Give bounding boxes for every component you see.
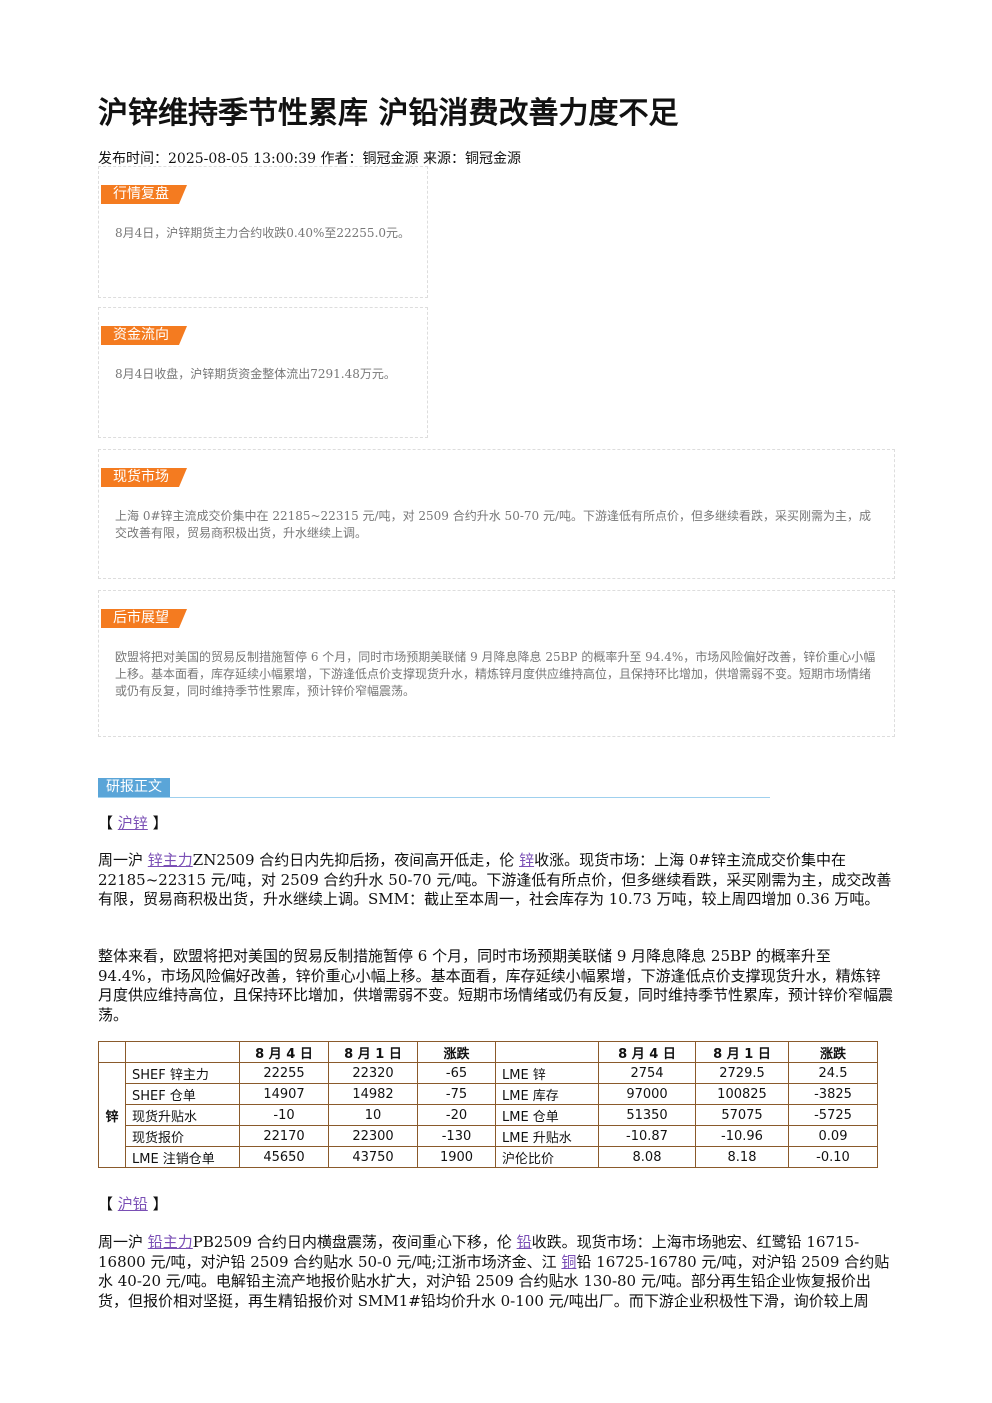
heading: 【 沪铅 】 (98, 1195, 895, 1215)
text: 收涨。现货市场：上海 0#锌主流成交价集中在 22185~22315 元/吨，对… (98, 851, 892, 908)
table-cell: 57075 (695, 1104, 789, 1126)
column-header: 涨跌 (788, 1041, 878, 1063)
text: 整体来看，欧盟将把对美国的贸易反制措施暂停 6 个月，同时市场预期美联储 9 月… (98, 947, 894, 1024)
info-box: 后市展望欧盟将把对美国的贸易反制措施暂停 6 个月，同时市场预期美联储 9 月降… (98, 590, 895, 737)
blank-header (125, 1041, 240, 1063)
table-cell: -20 (417, 1104, 496, 1126)
table-cell: 2754 (598, 1062, 696, 1084)
table-cell: 沪伦比价 (495, 1146, 599, 1168)
link[interactable]: 铜 (561, 1252, 577, 1271)
table-cell: -10.87 (598, 1125, 696, 1147)
column-header: 8 月 4 日 (598, 1041, 696, 1063)
table-cell: 43750 (328, 1146, 418, 1168)
table-cell: 10 (328, 1104, 418, 1126)
table-cell: LME 仓单 (495, 1104, 599, 1126)
text: 周一沪 (98, 851, 148, 869)
info-box: 现货市场上海 0#锌主流成交价集中在 22185~22315 元/吨，对 250… (98, 449, 895, 579)
table-cell: 97000 (598, 1083, 696, 1105)
table-cell: 22255 (239, 1062, 329, 1084)
text: 周一沪 (98, 1233, 148, 1251)
table-cell: LME 库存 (495, 1083, 599, 1105)
table-cell: LME 锌 (495, 1062, 599, 1084)
table-cell: 51350 (598, 1104, 696, 1126)
table-cell: SHEF 锌主力 (125, 1062, 240, 1084)
text: 】 (147, 814, 168, 832)
box-label: 行情复盘 (101, 185, 187, 204)
paragraph: 整体来看，欧盟将把对美国的贸易反制措施暂停 6 个月，同时市场预期美联储 9 月… (98, 947, 895, 1025)
table-cell: 22300 (328, 1125, 418, 1147)
text: 】 (147, 1195, 168, 1213)
column-header: 8 月 1 日 (695, 1041, 789, 1063)
row-group-label: 锌 (98, 1062, 126, 1168)
box-text: 8月4日收盘，沪锌期货资金整体流出7291.48万元。 (115, 367, 396, 381)
table-cell: 2729.5 (695, 1062, 789, 1084)
table-row: 现货升贴水 -10 10 -20 LME 仓单 51350 57075 -5725 (99, 1104, 878, 1126)
section-label: 研报正文 (98, 778, 170, 797)
table-cell: 22320 (328, 1062, 418, 1084)
text: PB2509 合约日内横盘震荡，夜间重心下移，伦 (192, 1233, 517, 1251)
table-cell: 45650 (239, 1146, 329, 1168)
table-row: LME 注销仓单 45650 43750 1900 沪伦比价 8.08 8.18 -0.10 (99, 1146, 878, 1168)
table-cell: LME 注销仓单 (125, 1146, 240, 1168)
table-row: 现货报价 22170 22300 -130 LME 升贴水 -10.87 -10.96 0.0… (99, 1125, 878, 1147)
box-text: 上海 0#锌主流成交价集中在 22185~22315 元/吨，对 2509 合约… (115, 509, 872, 540)
table-cell: 8.08 (598, 1146, 696, 1168)
table-row: SHEF 仓单 14907 14982 -75 LME 库存 97000 100825 -38… (99, 1083, 878, 1105)
table-cell: -65 (417, 1062, 496, 1084)
text: 铅 16725-16780 元/吨，对沪铅 2509 合约贴水 40-20 元/… (98, 1252, 890, 1310)
table-cell: -3825 (788, 1083, 878, 1105)
link[interactable]: 锌 (519, 851, 535, 869)
table-cell: -10.96 (695, 1125, 789, 1147)
corner-cell (98, 1041, 126, 1063)
info-box: 行情复盘 8月4日，沪锌期货主力合约收跌0.40%至22255.0元。 (98, 166, 428, 298)
link[interactable]: 锌主力 (147, 851, 193, 869)
table-cell: 100825 (695, 1083, 789, 1105)
table-cell: 22170 (239, 1125, 329, 1147)
link[interactable]: 沪铅 (117, 1195, 148, 1213)
table-cell: -0.10 (788, 1146, 878, 1168)
table-cell: -75 (417, 1083, 496, 1105)
meta: 发布时间：2025-08-05 13:00:39 作者：铜冠金源 来源：铜冠金源 (98, 151, 521, 167)
section-rule (98, 797, 770, 798)
heading: 【 沪锌 】 (98, 814, 895, 834)
table-cell: LME 升贴水 (495, 1125, 599, 1147)
column-header: 涨跌 (417, 1041, 496, 1063)
paragraph: 周一沪 锌主力ZN2509 合约日内先抑后扬，夜间高开低走，伦 锌收涨。现货市场… (98, 851, 895, 910)
text: 【 (98, 814, 118, 832)
link[interactable]: 沪锌 (117, 814, 148, 832)
table-cell: 14982 (328, 1083, 418, 1105)
table-cell: 8.18 (695, 1146, 789, 1168)
title: 沪锌维持季节性累库 沪铅消费改善力度不足 (98, 96, 679, 131)
info-box: 资金流向 8月4日收盘，沪锌期货资金整体流出7291.48万元。 (98, 307, 428, 438)
box-text: 欧盟将把对美国的贸易反制措施暂停 6 个月，同时市场预期美联储 9 月降息降息 … (115, 650, 876, 698)
box-label: 资金流向 (101, 326, 187, 345)
link[interactable]: 铅 (516, 1233, 532, 1251)
blank-header (495, 1041, 599, 1063)
table-cell: -5725 (788, 1104, 878, 1126)
column-header: 8 月 4 日 (239, 1041, 329, 1063)
table-cell: 1900 (417, 1146, 496, 1168)
table-cell: 0.09 (788, 1125, 878, 1147)
table-cell: -10 (239, 1104, 329, 1126)
table-cell: 24.5 (788, 1062, 878, 1084)
paragraph: 周一沪 铅主力PB2509 合约日内横盘震荡，夜间重心下移，伦 铅收跌。现货市场… (98, 1233, 895, 1311)
text: 【 (98, 1195, 118, 1213)
table-cell: -130 (417, 1125, 496, 1147)
box-label: 后市展望 (101, 609, 187, 628)
column-header: 8 月 1 日 (328, 1041, 418, 1063)
table-cell: 现货升贴水 (125, 1104, 240, 1126)
table-cell: 现货报价 (125, 1125, 240, 1147)
box-text: 8月4日，沪锌期货主力合约收跌0.40%至22255.0元。 (115, 226, 411, 240)
table-cell: 14907 (239, 1083, 329, 1105)
link[interactable]: 铅主力 (147, 1233, 193, 1251)
text: ZN2509 合约日内先抑后扬，夜间高开低走，伦 (192, 851, 520, 869)
table-cell: SHEF 仓单 (125, 1083, 240, 1105)
table-row: 锌 SHEF 锌主力 22255 22320 -65 LME 锌 2754 2729.5 24.… (98, 1062, 878, 1168)
box-label: 现货市场 (101, 468, 187, 487)
text: 收跌。现货市场：上海市场驰宏、红鹭铅 16715-16800 元/吨，对沪铅 2… (98, 1233, 860, 1271)
